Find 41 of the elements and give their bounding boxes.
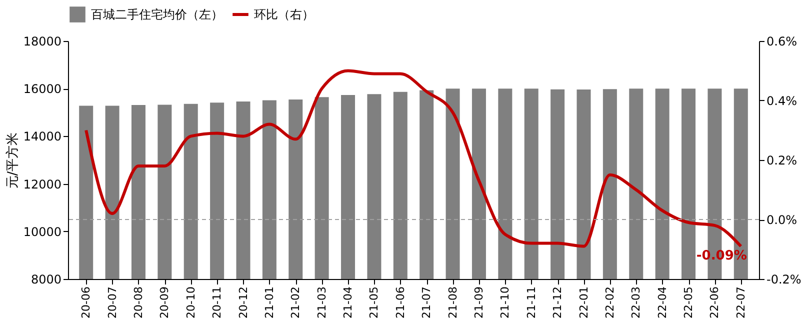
legend-label: 环比（右）: [254, 8, 314, 22]
x-tick-label: 22-03: [630, 286, 643, 318]
x-tick-label: 21-01: [262, 286, 276, 318]
x-tick-label: 21-10: [498, 286, 512, 318]
x-tick-label: 21-11: [524, 286, 538, 318]
x-tick-label: 20-10: [184, 286, 198, 318]
y-tick-label: 18000: [23, 34, 62, 48]
x-tick-label: 22-01: [577, 286, 590, 318]
y-tick-label: 14000: [23, 130, 62, 144]
y2-tick-label: 0.0%: [766, 213, 797, 227]
y-tick-label: 12000: [23, 177, 62, 192]
x-tick-label: 21-04: [342, 286, 355, 318]
x-tick-label: 21-02: [289, 286, 302, 318]
x-tick-label: 21-05: [368, 286, 381, 318]
x-tick-label: 20-08: [132, 286, 145, 318]
y2-tick-label: -0.2%: [766, 272, 802, 286]
x-tick-label: 22-02: [603, 286, 616, 318]
x-tick-label: 22-04: [656, 286, 669, 318]
y-tick-label: 10000: [23, 224, 62, 239]
y-tick-label: 8000: [30, 272, 62, 286]
x-tick-label: 21-06: [394, 286, 407, 318]
x-tick-label: 22-06: [708, 286, 722, 318]
x-tick-label: 20-07: [106, 286, 119, 318]
y-tick-label: 16000: [23, 82, 62, 96]
line-series: [84, 69, 742, 248]
x-tick-label: 21-12: [551, 286, 564, 318]
x-tick-label: 20-12: [236, 286, 250, 318]
y2-tick-label: 0.4%: [766, 94, 797, 108]
y-axis-title: 元/平方米: [4, 132, 20, 189]
y2-tick-label: 0.2%: [766, 154, 797, 168]
x-tick-label: 22-05: [682, 286, 696, 318]
x-tick-label: 21-09: [472, 286, 486, 318]
x-tick-label: 20-11: [210, 286, 224, 318]
x-tick-label: 21-07: [420, 286, 434, 318]
legend-label: 百城二手住宅均价（左）: [91, 8, 223, 22]
y2-tick-label: 0.6%: [766, 34, 797, 48]
x-tick-label: 20-09: [158, 286, 172, 318]
x-tick-label: 21-03: [315, 286, 328, 318]
x-tick-label: 21-08: [446, 286, 460, 318]
x-tick-label: 22-07: [734, 286, 748, 318]
x-tick-label: 20-06: [80, 286, 93, 318]
